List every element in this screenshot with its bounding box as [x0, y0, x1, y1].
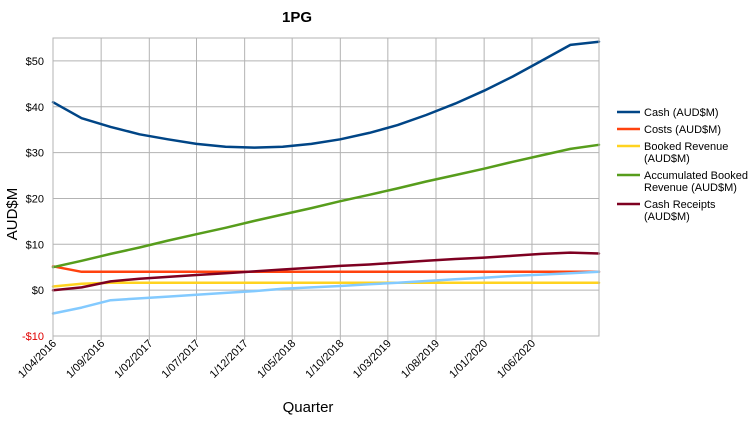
x-tick-label: 1/06/2020 — [495, 338, 538, 381]
legend-label: Accumulated Booked Revenue (AUD$M) — [644, 170, 748, 194]
y-axis-ticks: -$10 $0 $10 $20 $30 $40 $50 — [22, 56, 44, 343]
series-line-4 — [51, 143, 601, 269]
x-tick-label: 1/10/2018 — [303, 338, 346, 381]
y-tick-label: $20 — [26, 193, 44, 205]
x-tick-label: 1/07/2017 — [160, 338, 203, 381]
y-tick-label: -$10 — [22, 331, 44, 343]
legend-label: Booked Revenue (AUD$M) — [644, 141, 728, 165]
series-line-1 — [51, 40, 601, 149]
series-lines — [51, 40, 601, 315]
legend-label: Cash Receipts (AUD$M) — [644, 199, 716, 223]
x-tick-label: 1/02/2017 — [112, 338, 155, 381]
x-tick-label: 1/08/2019 — [399, 338, 442, 381]
y-axis-title: AUD$M — [4, 188, 21, 241]
x-tick-label: 1/12/2017 — [208, 338, 251, 381]
y-tick-label: $50 — [26, 56, 44, 68]
series-line-2 — [51, 265, 601, 274]
legend-label: Cash (AUD$M) — [644, 107, 719, 119]
series-line-5 — [51, 251, 601, 292]
chart-title: 1PG — [282, 9, 312, 26]
x-axis-title: Quarter — [283, 399, 334, 416]
plot-area — [53, 38, 599, 336]
series-line-6 — [51, 270, 601, 315]
x-tick-label: 1/01/2020 — [447, 338, 490, 381]
y-tick-label: $30 — [26, 148, 44, 160]
x-tick-label: 1/05/2018 — [255, 338, 298, 381]
y-tick-label: $40 — [26, 102, 44, 114]
x-axis-ticks: 1/04/2016 1/09/2016 1/02/2017 1/07/2017 1/12… — [16, 336, 538, 381]
x-tick-label: 1/03/2019 — [351, 338, 394, 381]
legend-label: Costs (AUD$M) — [644, 124, 721, 136]
y-tick-label: $10 — [26, 239, 44, 251]
y-tick-label: $0 — [32, 285, 44, 297]
x-tick-label: 1/04/2016 — [16, 338, 59, 381]
x-tick-label: 1/09/2016 — [64, 338, 107, 381]
plot-border — [52, 37, 600, 337]
legend: Cash (AUD$M) Costs (AUD$M) Booked Revenue(… — [617, 107, 748, 223]
series-line-3 — [51, 281, 601, 288]
